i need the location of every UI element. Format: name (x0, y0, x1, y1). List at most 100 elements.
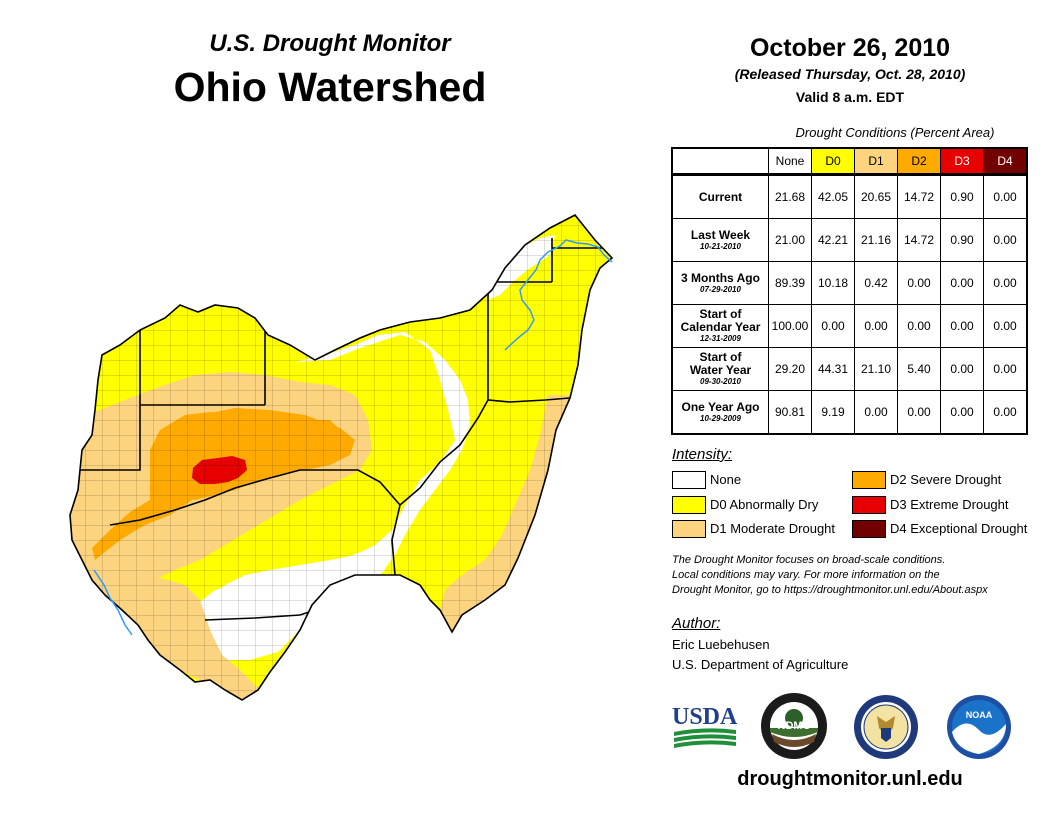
column-header-d4: D4 (983, 147, 1028, 175)
legend-swatch (852, 471, 886, 489)
row-label: One Year Ago 10-29-2009 (671, 390, 769, 435)
table-cell: 0.90 (940, 218, 984, 262)
row-label-line: Start of (699, 350, 742, 364)
ndmc-logo: NDMC (761, 693, 827, 759)
row-label-line: Last Week (690, 227, 751, 242)
table-cell: 0.00 (983, 261, 1028, 305)
noaa-logo: NOAA (947, 695, 1011, 759)
row-label-line: Water Year (689, 363, 752, 377)
table-cell: 0.90 (940, 175, 984, 219)
column-header-none: None (768, 147, 812, 175)
table-cell: 0.00 (854, 304, 898, 348)
table-cell: 0.00 (811, 304, 855, 348)
intensity-label: Intensity: (672, 446, 733, 463)
drought-stats-table: None D0 D1 D2 D3 D4 Current 21.68 42.05 20.65 14.7… (671, 147, 1028, 435)
table-cell: 0.42 (854, 261, 898, 305)
row-label-line: Start of (699, 307, 742, 321)
row-label-line: Current (698, 189, 743, 204)
row-date: 07-29-2010 (700, 284, 741, 294)
table-cell: 0.00 (940, 304, 984, 348)
table-row: Current 21.68 42.05 20.65 14.72 0.90 0.00 (671, 175, 1028, 219)
usda-logo: USDA (672, 704, 738, 748)
note-line-1: The Drought Monitor focuses on broad-sca… (672, 554, 946, 566)
row-date: 10-21-2010 (700, 241, 741, 251)
table-row: One Year Ago 10-29-2009 90.81 9.19 0.00 0.00 0… (671, 390, 1028, 435)
table-cell: 42.05 (811, 175, 855, 219)
legend-swatch (852, 496, 886, 514)
table-cell: 0.00 (940, 261, 984, 305)
table-cell: 0.00 (983, 347, 1028, 391)
table-cell: 0.00 (983, 218, 1028, 262)
table-row: Start of Calendar Year 12-31-2009 100.00 0.0… (671, 304, 1028, 348)
valid-time: Valid 8 a.m. EDT (795, 89, 905, 105)
info-note: The Drought Monitor focuses on broad-sca… (672, 553, 1042, 598)
table-cell: 0.00 (983, 304, 1028, 348)
monitor-title: U.S. Drought Monitor (209, 30, 451, 57)
author-label: Author: (672, 615, 721, 632)
legend-label: D4 Exceptional Drought (890, 521, 1028, 536)
table-cell: 10.18 (811, 261, 855, 305)
region-title: Ohio Watershed (173, 64, 487, 110)
table-cell: 21.16 (854, 218, 898, 262)
county-grid (70, 215, 612, 700)
row-label-line: 3 Months Ago (681, 270, 760, 285)
legend-label: D0 Abnormally Dry (710, 497, 819, 512)
table-row: Start of Water Year 09-30-2010 29.20 44.31 21… (671, 347, 1028, 391)
row-label-line: One Year Ago (681, 399, 760, 414)
table-cell: 0.00 (940, 347, 984, 391)
column-header-d1: D1 (854, 147, 898, 175)
table-cell: 0.00 (897, 261, 941, 305)
table-cell: 100.00 (768, 304, 812, 348)
legend-swatch (672, 496, 706, 514)
note-line-2: Local conditions may vary. For more info… (672, 569, 940, 581)
usda-logo-text: USDA (672, 704, 738, 730)
note-line-3: Drought Monitor, go to https://droughtmo… (672, 584, 988, 596)
legend-swatch (852, 520, 886, 538)
table-cell: 29.20 (768, 347, 812, 391)
table-cell: 21.00 (768, 218, 812, 262)
river-line (93, 239, 613, 636)
row-label: Last Week 10-21-2010 (671, 218, 769, 262)
table-cell: 5.40 (897, 347, 941, 391)
column-header-d0: D0 (811, 147, 855, 175)
table-cell: 20.65 (854, 175, 898, 219)
row-label: 3 Months Ago 07-29-2010 (671, 261, 769, 305)
table-corner (672, 148, 769, 174)
table-cell: 90.81 (768, 390, 812, 435)
table-cell: 0.00 (854, 390, 898, 435)
legend-label: D3 Extreme Drought (890, 497, 1009, 512)
author-org: U.S. Department of Agriculture (672, 657, 849, 672)
table-cell: 0.00 (897, 304, 941, 348)
row-date: 10-29-2009 (700, 413, 741, 423)
legend-swatch (672, 471, 706, 489)
row-label: Start of Calendar Year 12-31-2009 (671, 304, 769, 348)
row-date: 09-30-2010 (700, 377, 741, 386)
column-header-d3: D3 (940, 147, 984, 175)
table-cell: 21.68 (768, 175, 812, 219)
table-cell: 0.00 (897, 390, 941, 435)
table-cell: 14.72 (897, 218, 941, 262)
row-date: 12-31-2009 (700, 334, 741, 343)
table-cell: 42.21 (811, 218, 855, 262)
table-cell: 0.00 (940, 390, 984, 435)
map-date: October 26, 2010 (749, 34, 951, 62)
row-label: Current (671, 175, 769, 219)
ndmc-logo-text: NDMC (778, 720, 811, 732)
table-cell: 21.10 (854, 347, 898, 391)
legend-label: None (710, 472, 742, 487)
author-name: Eric Luebehusen (672, 637, 770, 652)
row-label: Start of Water Year 09-30-2010 (671, 347, 769, 391)
legend-swatch (672, 520, 706, 538)
table-cell: 0.00 (983, 175, 1028, 219)
noaa-logo-text: NOAA (966, 710, 993, 720)
table-cell: 14.72 (897, 175, 941, 219)
release-date: (Released Thursday, Oct. 28, 2010) (734, 66, 966, 82)
website-url: droughtmonitor.unl.edu (737, 768, 963, 790)
table-cell: 89.39 (768, 261, 812, 305)
table-row: 3 Months Ago 07-29-2010 89.39 10.18 0.42 0.00… (671, 261, 1028, 305)
legend-label: D1 Moderate Drought (710, 521, 836, 536)
row-label-line: Calendar Year (680, 320, 761, 334)
table-cell: 9.19 (811, 390, 855, 435)
table-row: Last Week 10-21-2010 21.00 42.21 21.16 14.72 0… (671, 218, 1028, 262)
drought-map (69, 214, 613, 701)
